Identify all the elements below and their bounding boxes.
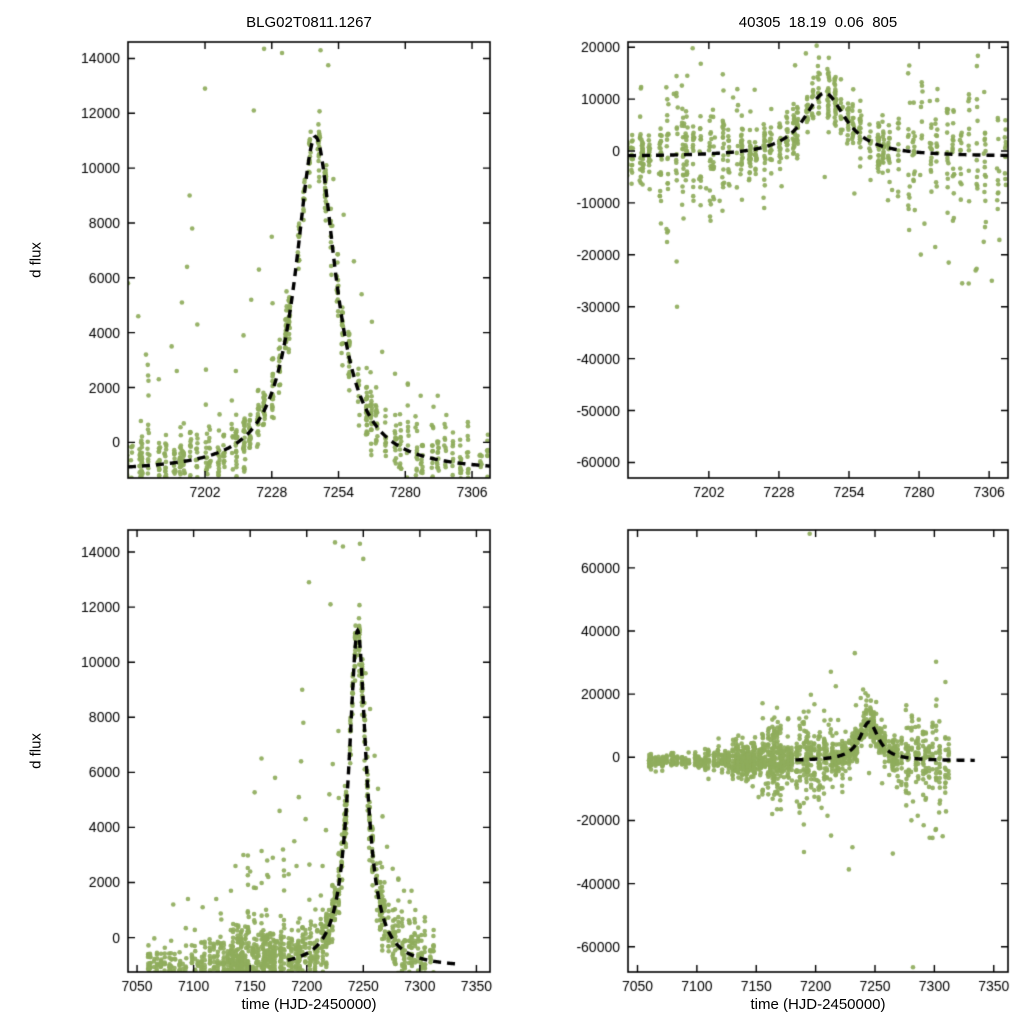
panel-title-right: 40305 18.19 0.06 805 xyxy=(738,14,898,31)
x-axis-label-left: time (HJD-2450000) xyxy=(241,996,377,1013)
y-axis-label-top: d flux xyxy=(27,242,45,278)
y-axis-label-bottom: d flux xyxy=(27,733,45,769)
panel-title-left: BLG02T0811.1267 xyxy=(246,14,372,31)
x-axis-label-right: time (HJD-2450000) xyxy=(750,996,886,1013)
